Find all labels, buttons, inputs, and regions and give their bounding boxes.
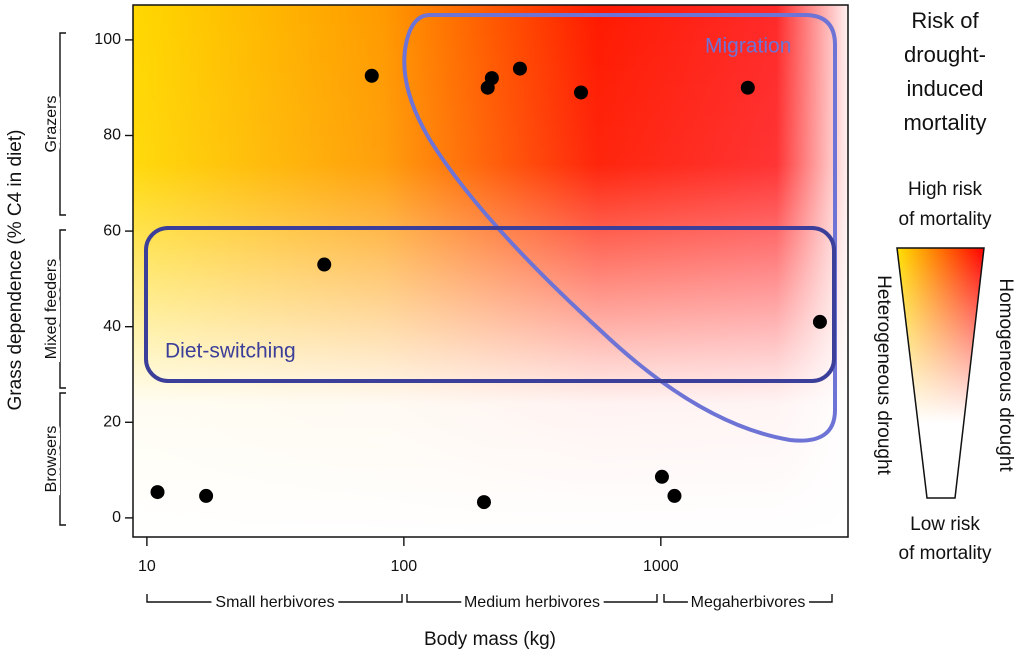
bracket: [59, 32, 66, 216]
point: [364, 68, 379, 83]
point: [667, 488, 682, 503]
size-class-label: Megaherbivores: [691, 594, 806, 611]
legend-wedge-fade: [896, 247, 985, 499]
point: [476, 495, 491, 510]
region-label: Diet-switching: [165, 340, 296, 363]
diet-group-label: Browsers: [43, 426, 60, 493]
bracket: [59, 392, 66, 526]
bracket: [406, 594, 658, 603]
region-label: Migration: [705, 35, 791, 58]
diet-switching-region: [144, 226, 836, 383]
point: [317, 257, 332, 272]
legend-low: Low risk: [910, 514, 980, 535]
legend-low: of mortality: [899, 543, 992, 564]
legend-title: induced: [906, 76, 983, 101]
diet-group-label: Mixed feeders: [43, 259, 60, 360]
plot-frame: [132, 4, 849, 538]
x-tick-label: 100: [391, 558, 418, 575]
y-tick-label: 80: [103, 127, 121, 144]
point: [812, 314, 827, 329]
legend-title: drought-: [904, 42, 986, 67]
point: [740, 80, 755, 95]
y-axis-title: Grass dependence (% C4 in diet): [5, 130, 26, 411]
y-tick-label: 0: [112, 509, 121, 526]
legend-title: Risk of: [911, 8, 979, 33]
y-tick-label: 20: [103, 414, 121, 431]
point: [199, 488, 214, 503]
legend-left: Heterogeneous drought: [873, 275, 894, 475]
size-class-label: Small herbivores: [215, 594, 334, 611]
x-tick-label: 10: [138, 558, 156, 575]
x-tick-label: 1000: [643, 558, 679, 575]
bracket: [663, 594, 833, 603]
legend-high: High risk: [908, 179, 982, 200]
migration-region: [402, 13, 837, 443]
y-tick-label: 40: [103, 318, 121, 335]
y-tick-label: 100: [94, 31, 121, 48]
x-axis-title: Body mass (kg): [424, 629, 556, 650]
legend-high: of mortality: [899, 209, 992, 230]
legend-title: mortality: [903, 110, 986, 135]
point: [480, 80, 495, 95]
point: [654, 469, 669, 484]
legend-right: Homogeneous drought: [995, 278, 1016, 472]
point: [512, 61, 527, 76]
bracket: [146, 594, 403, 603]
bracket: [59, 229, 66, 389]
y-tick-label: 60: [103, 222, 121, 239]
point: [573, 85, 588, 100]
point: [150, 485, 165, 500]
size-class-label: Medium herbivores: [464, 594, 600, 611]
diet-group-label: Grazers: [43, 96, 60, 153]
